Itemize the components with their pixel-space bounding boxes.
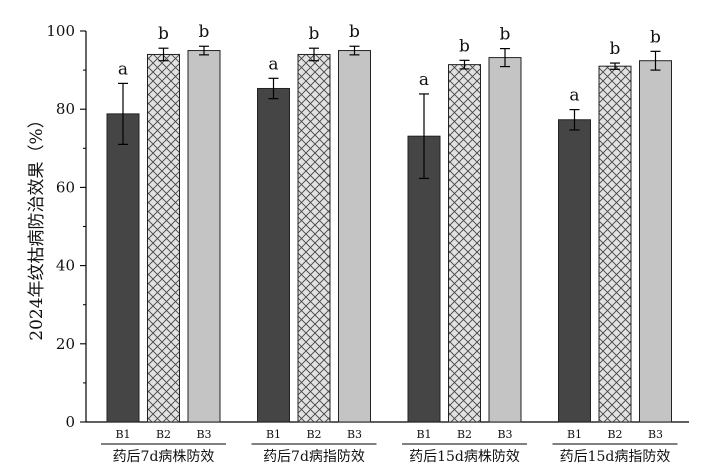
bar-name-label: B1 [115,428,130,441]
group-label: 药后7d病株防效 [113,449,215,465]
bar-name-label: B2 [457,428,472,441]
bar-name-label: B3 [347,428,362,441]
bar-name-label: B1 [266,428,281,441]
bar-name-label: B2 [607,428,622,441]
significance-label: a [118,59,128,79]
axes: 0 20 40 60 80 100 [46,22,689,431]
y-tick-label: 40 [56,257,75,275]
significance-label: b [199,22,210,42]
significance-label: b [309,24,320,44]
bar-name-label: B2 [306,428,321,441]
y-tick-label: 60 [56,178,75,196]
bar-name-label: B3 [497,428,512,441]
significance-label: b [610,39,621,59]
group-label: 药后7d病指防效 [263,449,365,465]
significance-label: b [650,27,661,47]
y-tick-label: 80 [56,100,75,118]
labels: a B1 b B2 b B3 药后7d病株防效 a B1 b B2 b B3 药后7d病指防效 a B1 b B2… [101,22,678,465]
significance-label: a [419,70,429,90]
bar [297,53,331,423]
significance-label: a [268,54,278,74]
significance-label: b [459,36,470,56]
y-axis-title: 2024年纹枯病防治效果（%） [27,111,47,340]
bar [598,65,632,423]
significance-label: b [158,24,169,44]
error-bars [118,45,661,180]
bar [106,113,140,423]
y-tick-label: 0 [65,413,75,431]
y-tick-label: 100 [46,22,75,40]
bar [448,64,481,423]
bars [106,50,672,423]
bar [147,53,180,423]
significance-label: b [500,25,511,45]
bar [558,119,591,423]
bar [257,87,290,423]
significance-label: b [349,22,360,42]
bar [488,57,522,423]
significance-label: a [569,86,579,106]
y-tick-label: 20 [56,335,75,353]
bar [639,60,672,423]
bar-name-label: B3 [196,428,211,441]
bar-name-label: B1 [567,428,582,441]
bar-name-label: B3 [648,428,663,441]
bar [187,50,221,423]
group-label: 药后15d病株防效 [409,449,520,465]
bar [338,50,371,423]
bar-name-label: B2 [156,428,171,441]
bar [407,135,441,423]
group-label: 药后15d病指防效 [560,449,671,465]
bar-name-label: B1 [416,428,431,441]
